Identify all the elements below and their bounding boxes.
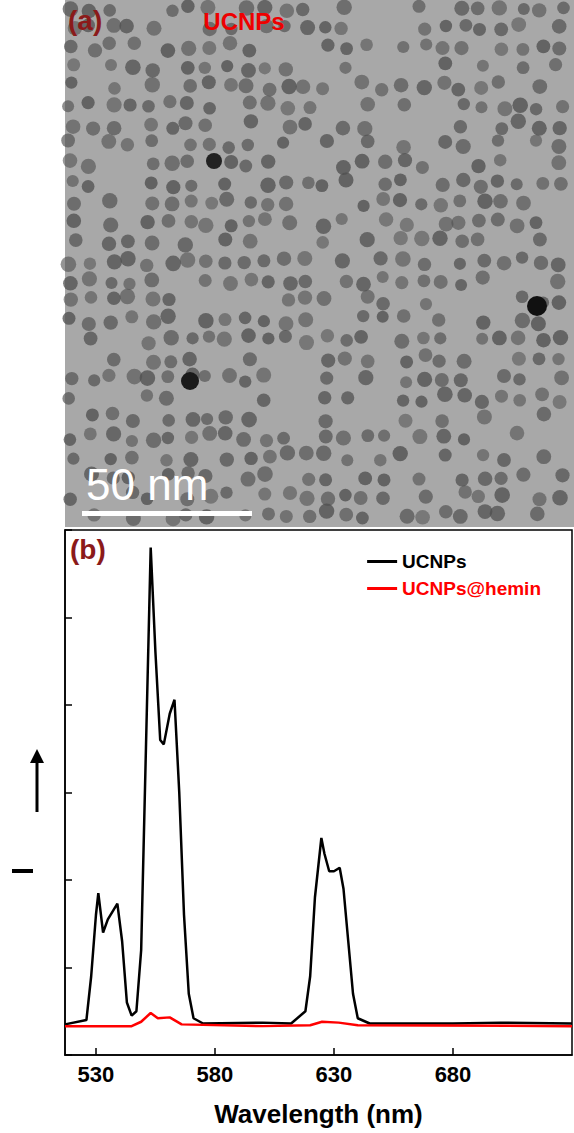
svg-text:680: 680: [435, 1062, 472, 1087]
svg-text:UCNPs: UCNPs: [402, 551, 466, 572]
svg-text:UCNPs: UCNPs: [203, 8, 284, 35]
svg-text:(a): (a): [68, 5, 102, 36]
svg-text:530: 530: [78, 1062, 115, 1087]
svg-text:50 nm: 50 nm: [86, 460, 208, 509]
svg-text:UCNPs@hemin: UCNPs@hemin: [402, 578, 541, 599]
svg-text:580: 580: [197, 1062, 234, 1087]
svg-text:630: 630: [316, 1062, 353, 1087]
svg-text:Wavelength (nm): Wavelength (nm): [214, 1099, 422, 1129]
svg-text:(b): (b): [70, 534, 106, 565]
